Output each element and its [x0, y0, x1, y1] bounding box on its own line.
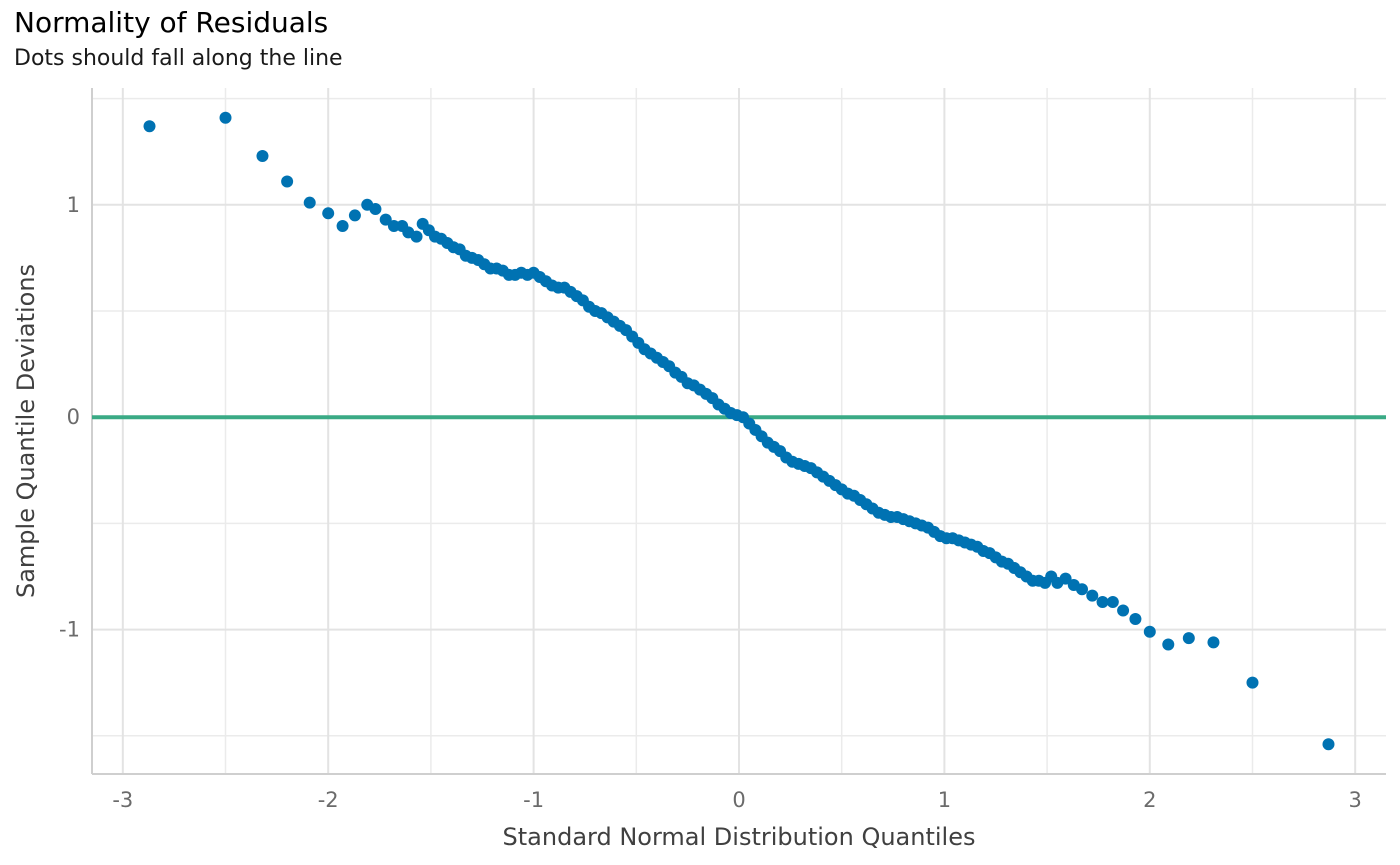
- x-tick-label: 2: [1143, 788, 1156, 812]
- data-point: [1246, 676, 1259, 689]
- data-point: [348, 209, 361, 222]
- data-point: [281, 175, 294, 188]
- x-tick-label: 1: [938, 788, 951, 812]
- x-tick-label: 0: [732, 788, 745, 812]
- data-point: [1143, 625, 1156, 638]
- data-point: [1182, 632, 1195, 645]
- x-tick-label: 3: [1349, 788, 1362, 812]
- data-point: [387, 220, 400, 233]
- y-axis-ticks: -1 0 1: [59, 193, 80, 642]
- y-tick-label: 1: [67, 193, 80, 217]
- x-axis-title: Standard Normal Distribution Quantiles: [503, 823, 976, 851]
- data-point: [303, 196, 316, 209]
- data-point: [1086, 589, 1099, 602]
- y-axis-title: Sample Quantile Deviations: [12, 264, 40, 598]
- data-points: [143, 111, 1335, 751]
- data-point: [379, 213, 392, 226]
- x-tick-label: -2: [318, 788, 339, 812]
- data-point: [1096, 595, 1109, 608]
- y-tick-label: 0: [67, 405, 80, 429]
- data-point: [1076, 583, 1089, 596]
- x-tick-label: -1: [523, 788, 544, 812]
- data-point: [336, 220, 349, 233]
- data-point: [1207, 636, 1220, 649]
- data-point: [219, 111, 232, 124]
- x-tick-label: -3: [112, 788, 133, 812]
- data-point: [410, 230, 423, 243]
- data-point: [143, 120, 156, 133]
- data-point: [1117, 604, 1130, 617]
- chart-title: Normality of Residuals: [14, 6, 329, 39]
- chart-subtitle: Dots should fall along the line: [14, 46, 343, 71]
- data-point: [1106, 595, 1119, 608]
- x-axis-ticks: -3 -2 -1 0 1 2 3: [112, 788, 1362, 812]
- data-point: [1322, 738, 1335, 751]
- data-point: [1129, 612, 1142, 625]
- data-point: [322, 207, 335, 220]
- data-point: [369, 203, 382, 216]
- data-point: [1162, 638, 1175, 651]
- grid-lines: [92, 88, 1386, 774]
- data-point: [256, 149, 269, 162]
- data-point: [1059, 572, 1072, 585]
- y-tick-label: -1: [59, 618, 80, 642]
